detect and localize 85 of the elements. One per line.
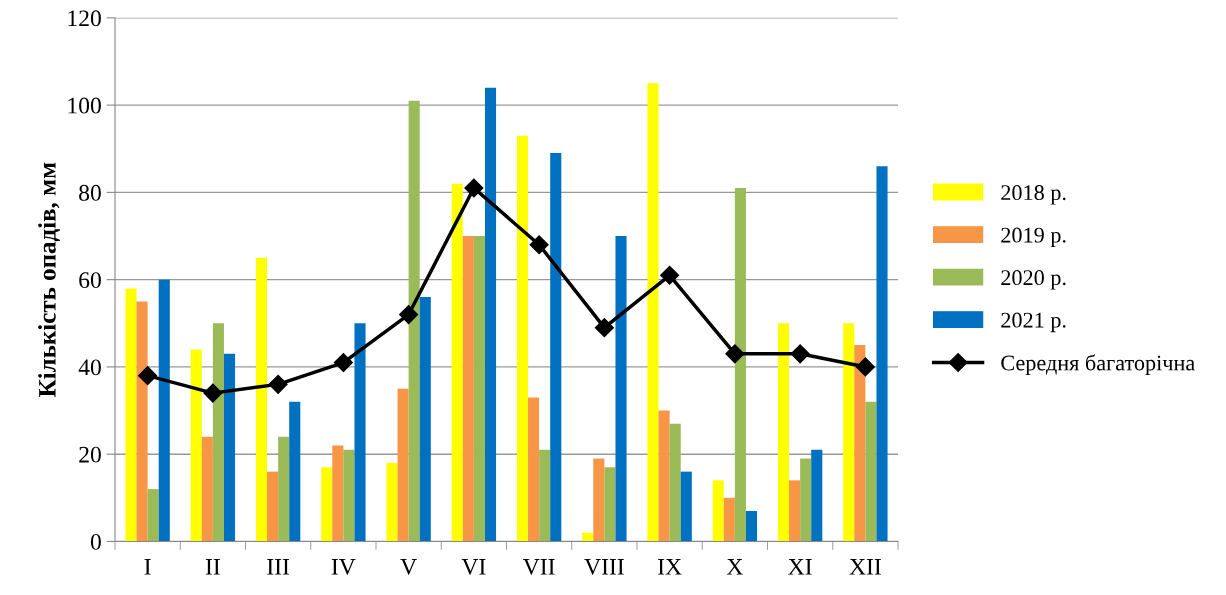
x-tick-label: VI <box>461 559 486 575</box>
point <box>790 344 810 364</box>
bar <box>386 462 398 542</box>
bar <box>582 532 594 542</box>
bar <box>876 166 888 542</box>
bar <box>462 236 474 542</box>
y-tick-label: 80 <box>79 184 101 201</box>
bar <box>528 397 540 542</box>
y-tick-label: 100 <box>68 97 101 114</box>
point <box>725 344 745 364</box>
bar <box>669 423 681 542</box>
bar <box>125 288 137 542</box>
x-tick-label: X <box>726 559 743 575</box>
legend-label: 2020 р. <box>1001 270 1066 290</box>
point <box>203 383 223 403</box>
bar <box>255 257 268 542</box>
x-tick-label: XI <box>788 559 812 575</box>
x-tick-label: IV <box>331 559 356 575</box>
bar <box>658 410 670 542</box>
bar <box>397 388 409 542</box>
point <box>594 318 614 338</box>
bar <box>451 183 463 542</box>
x-tick-label: VII <box>523 559 555 575</box>
point <box>660 265 680 285</box>
legend-label: Середня багаторічна <box>1001 354 1195 375</box>
legend-label: 2021 р. <box>1001 312 1066 333</box>
point <box>399 305 419 325</box>
bar <box>680 471 692 542</box>
point <box>529 235 549 255</box>
bar <box>777 323 790 542</box>
x-tick-label: V <box>400 559 417 575</box>
bar <box>516 135 529 542</box>
bar <box>745 510 758 542</box>
bar <box>332 445 344 542</box>
x-tick-label: III <box>267 559 290 575</box>
bar <box>604 467 616 542</box>
bar <box>865 401 877 542</box>
legend-label: 2019 р. <box>1001 227 1066 248</box>
bar <box>278 436 290 542</box>
bar <box>158 279 170 542</box>
x-tick-label: VIII <box>584 559 624 575</box>
point <box>333 353 353 373</box>
y-tick-label: 120 <box>68 10 101 27</box>
bar <box>419 297 431 542</box>
bar <box>223 353 236 542</box>
y-axis-title: Кількість опадів, мм <box>38 162 60 398</box>
bar <box>593 458 605 542</box>
bar <box>647 83 659 542</box>
point <box>855 357 875 377</box>
bar <box>484 87 497 542</box>
x-tick-label: I <box>144 559 151 575</box>
point <box>268 374 288 394</box>
bar <box>147 489 159 542</box>
bar <box>408 100 420 542</box>
point <box>464 178 484 198</box>
legend-label: 2018 р. <box>1001 185 1066 205</box>
bar <box>800 458 812 542</box>
bar <box>615 236 627 542</box>
bar <box>473 236 485 542</box>
x-tick-label: II <box>205 559 220 575</box>
x-tick-label: IX <box>658 559 682 575</box>
bar <box>136 301 148 542</box>
bar <box>343 449 355 542</box>
point <box>138 366 158 386</box>
bar <box>267 471 279 542</box>
y-tick-label: 0 <box>90 533 101 550</box>
bar <box>811 449 823 542</box>
x-tick-label: XII <box>849 559 881 575</box>
y-tick-label: 60 <box>79 272 101 289</box>
bar <box>201 436 213 542</box>
bar <box>550 153 562 542</box>
bar <box>734 188 746 542</box>
bar <box>212 323 224 542</box>
bar <box>289 401 301 542</box>
y-tick-label: 40 <box>78 359 101 376</box>
bar <box>712 480 724 542</box>
bar <box>321 467 333 542</box>
bar <box>354 323 366 542</box>
y-tick-label: 20 <box>79 446 101 463</box>
bar <box>843 323 855 542</box>
bar <box>854 345 866 542</box>
bar <box>539 449 551 542</box>
bar <box>723 497 735 542</box>
bar <box>190 349 202 542</box>
bar <box>789 480 801 542</box>
